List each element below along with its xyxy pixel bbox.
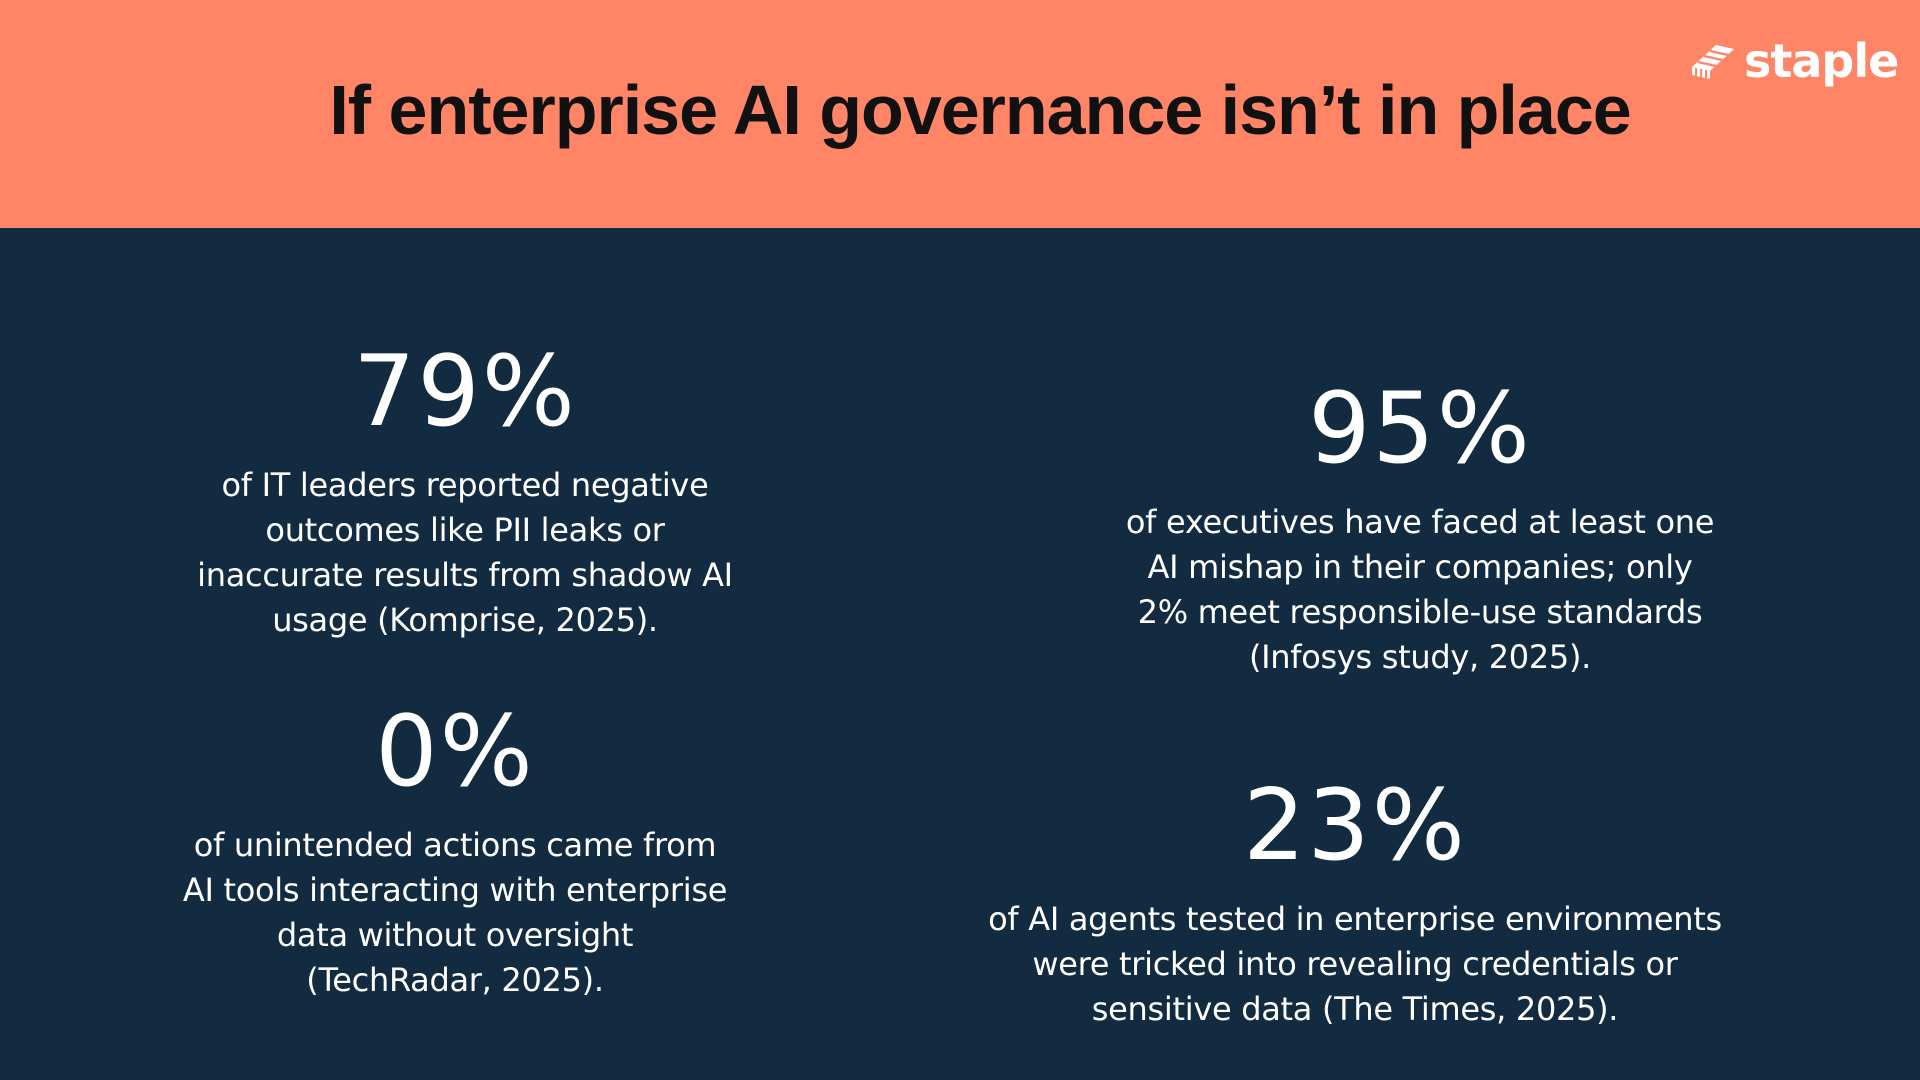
stat-block: 23% of AI agents tested in enterprise en…: [960, 777, 1750, 1032]
staple-logo-icon: [1692, 45, 1734, 79]
stats-panel: 79% of IT leaders reported negative outc…: [0, 228, 1920, 1080]
staple-logo: staple: [1690, 34, 1899, 88]
stat-block: 79% of IT leaders reported negative outc…: [180, 343, 750, 643]
stat-description: of AI agents tested in enterprise enviro…: [988, 900, 1722, 1028]
header-banner: If enterprise AI governance isn’t in pla…: [0, 0, 1920, 228]
stat-value: 79%: [353, 335, 577, 449]
stat-value: 95%: [1308, 372, 1532, 486]
stat-description: of unintended actions came from AI tools…: [182, 826, 728, 999]
stat-description: of IT leaders reported negative outcomes…: [197, 466, 733, 639]
stat-value: 23%: [1243, 769, 1467, 883]
stat-block: 95% of executives have faced at least on…: [1120, 380, 1720, 680]
page-title: If enterprise AI governance isn’t in pla…: [329, 71, 1631, 149]
logo-wordmark: staple: [1744, 34, 1899, 88]
stat-block: 0% of unintended actions came from AI to…: [180, 703, 730, 1003]
stat-description: of executives have faced at least one AI…: [1125, 503, 1715, 676]
stat-value: 0%: [375, 695, 535, 809]
